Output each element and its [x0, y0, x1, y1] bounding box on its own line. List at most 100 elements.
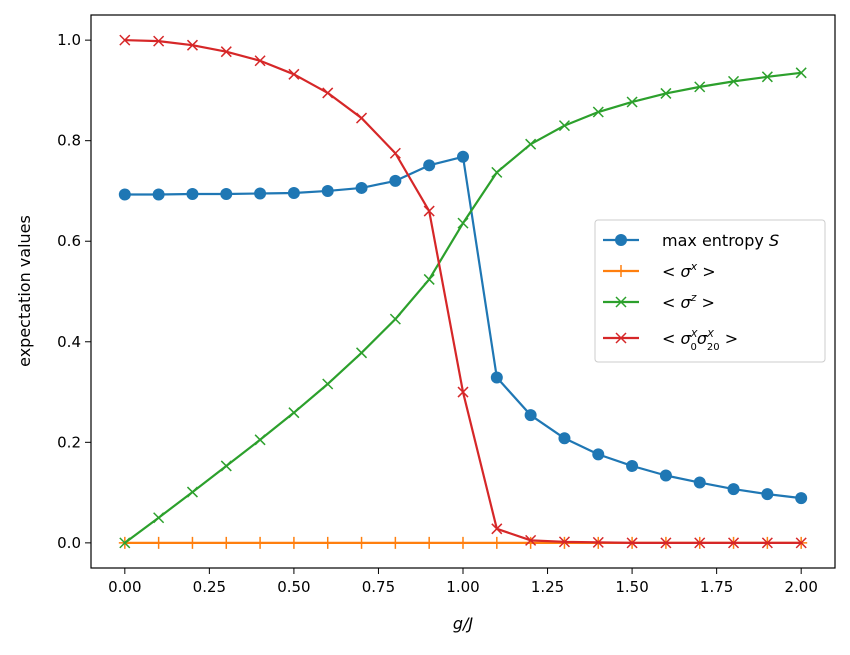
data-point: [153, 35, 165, 47]
plot-area-frame: [90, 14, 836, 569]
data-point: [119, 537, 131, 549]
data-point: [592, 448, 605, 461]
data-point: [626, 96, 638, 108]
data-point: [558, 536, 570, 548]
data-point: [389, 536, 402, 549]
data-point: [423, 536, 436, 549]
data-point: [287, 186, 300, 199]
data-point: [491, 166, 503, 178]
legend-entry-sigma-x: < σx >: [603, 260, 716, 281]
data-point: [525, 138, 537, 150]
legend-entry-correlation: < σX 0σX 20 >: [603, 329, 738, 353]
data-point: [254, 536, 267, 549]
data-point: [321, 184, 334, 197]
data-point: [525, 534, 537, 546]
y-axis-ticks: 0.0 0.2 0.4 0.6 0.8 1.0: [57, 31, 91, 552]
data-point: [423, 205, 435, 217]
data-point: [728, 75, 740, 87]
x-axis-label: g/J: [453, 614, 474, 633]
data-point: [355, 536, 368, 549]
legend-entry-sigma-z: < σz >: [603, 291, 715, 312]
data-point: [186, 39, 198, 51]
data-point: [153, 512, 165, 524]
data-point: [660, 537, 672, 549]
data-point: [694, 537, 706, 549]
data-point: [490, 536, 503, 549]
data-point: [220, 46, 232, 58]
data-point: [288, 68, 300, 80]
svg-text:< σz >: < σz >: [662, 291, 715, 312]
svg-text:max entropy S: max entropy S: [662, 231, 779, 250]
data-point: [220, 536, 233, 549]
data-point: [558, 120, 570, 132]
x-tick-label: 1.00: [446, 578, 479, 596]
x-tick-label: 1.25: [531, 578, 564, 596]
data-point: [288, 407, 300, 419]
x-tick-label: 1.50: [615, 578, 648, 596]
data-point: [761, 71, 773, 83]
data-point: [321, 536, 334, 549]
data-point: [423, 273, 435, 285]
data-point: [254, 55, 266, 67]
data-point: [660, 87, 672, 99]
data-point: [659, 469, 672, 482]
data-point: [389, 147, 401, 159]
data-point: [186, 187, 199, 200]
y-tick-label: 0.8: [57, 132, 81, 150]
x-axis-ticks: 0.00 0.25 0.50 0.75 1.00 1.25 1.50 1.75 2.00: [108, 568, 818, 596]
y-tick-label: 0.6: [57, 232, 81, 250]
y-tick-label: 1.0: [57, 31, 81, 49]
x-tick-label: 2.00: [784, 578, 817, 596]
data-point: [795, 492, 808, 505]
series-2: [119, 67, 807, 549]
data-point: [490, 371, 503, 384]
data-point: [558, 432, 571, 445]
data-point: [491, 523, 503, 535]
data-point: [592, 536, 604, 548]
data-point: [152, 536, 165, 549]
data-point: [693, 476, 706, 489]
data-point: [322, 87, 334, 99]
y-tick-label: 0.0: [57, 534, 81, 552]
data-point: [322, 378, 334, 390]
data-point: [119, 34, 131, 46]
data-point: [728, 537, 740, 549]
data-point: [356, 347, 368, 359]
y-tick-label: 0.2: [57, 433, 81, 451]
data-point: [626, 459, 639, 472]
x-tick-label: 0.25: [193, 578, 226, 596]
svg-text:< σx >: < σx >: [662, 260, 716, 281]
series-0: [118, 150, 808, 505]
series-layer: [118, 34, 808, 549]
legend: max entropy S < σx > < σz > < σX 0σX 20 >: [594, 219, 826, 363]
data-point: [254, 187, 267, 200]
data-point: [254, 434, 266, 446]
data-point: [389, 313, 401, 325]
data-point: [423, 159, 436, 172]
x-tick-label: 0.75: [362, 578, 395, 596]
data-point: [626, 537, 638, 549]
data-point: [389, 174, 402, 187]
legend-entry-max-entropy: max entropy S: [603, 231, 779, 250]
data-point: [795, 537, 807, 549]
data-point: [457, 150, 469, 163]
data-point: [524, 536, 537, 549]
data-point: [118, 188, 131, 201]
data-point: [186, 536, 199, 549]
data-point: [220, 460, 232, 472]
data-point: [592, 106, 604, 118]
data-point: [761, 488, 774, 501]
data-point: [457, 536, 469, 549]
data-point: [524, 409, 537, 422]
legend-box: [594, 219, 826, 363]
data-point: [457, 217, 469, 229]
data-point: [761, 537, 773, 549]
series-3: [119, 34, 807, 549]
data-point: [186, 486, 198, 498]
y-tick-label: 0.4: [57, 333, 81, 351]
x-tick-label: 0.50: [277, 578, 310, 596]
x-tick-label: 0.00: [108, 578, 141, 596]
